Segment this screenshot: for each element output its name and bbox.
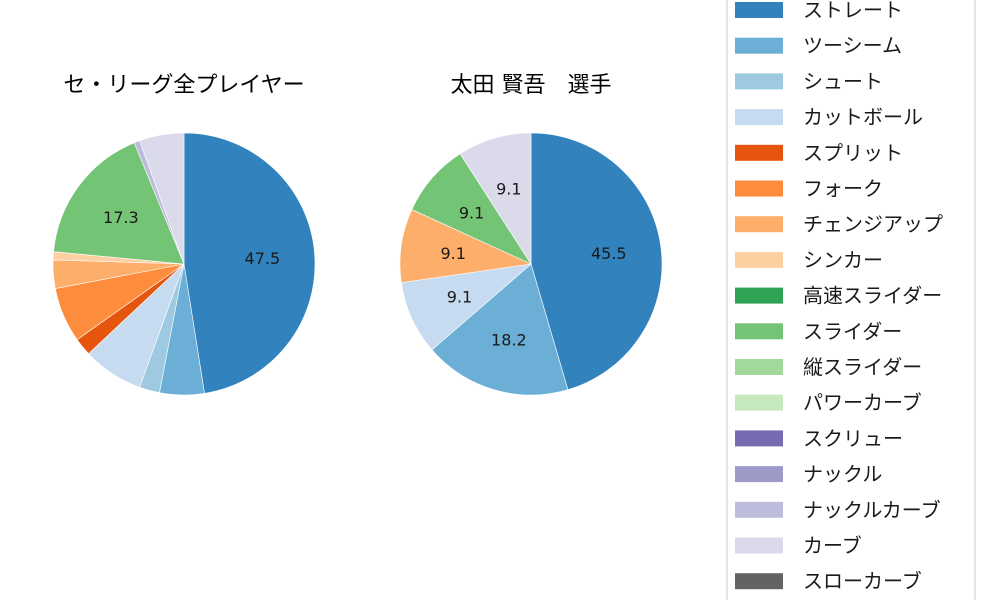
pie-label-league-0: 47.5 bbox=[245, 249, 281, 268]
legend-swatch-6 bbox=[735, 216, 783, 233]
legend-swatch-13 bbox=[735, 466, 783, 483]
pie-slice-player-1 bbox=[431, 263, 569, 396]
legend-swatch-1 bbox=[735, 37, 783, 54]
legend-swatch-7 bbox=[735, 251, 783, 268]
legend-label-12: スクリュー bbox=[803, 426, 903, 450]
pie-labels-league: 47.5 17.3 bbox=[103, 208, 280, 268]
legend-swatch-2 bbox=[735, 73, 783, 90]
pie-label-player-0: 45.5 bbox=[591, 244, 627, 263]
pie-label-player-9: 9.1 bbox=[459, 204, 484, 223]
legend-label-5: フォーク bbox=[803, 177, 883, 201]
legend-label-4: スプリット bbox=[803, 141, 903, 165]
legend-label-10: 縦スライダー bbox=[803, 355, 922, 379]
pie-slices-player bbox=[399, 132, 663, 396]
legend-swatch-0 bbox=[735, 2, 783, 18]
legend-swatch-8 bbox=[735, 287, 783, 304]
pie-chart-player: 太田 賢吾 選手 45.5 18.2 9.1 9.1 9.1 9.1 bbox=[399, 73, 663, 396]
pie-title-league: セ・リーグ全プレイヤー bbox=[63, 73, 304, 98]
legend-label-6: チェンジアップ bbox=[803, 212, 943, 236]
legend-label-8: 高速スライダー bbox=[803, 284, 942, 308]
legend-label-7: シンカー bbox=[803, 248, 883, 272]
pie-slice-league-9 bbox=[53, 142, 185, 265]
legend-swatch-4 bbox=[735, 144, 783, 161]
legend-label-1: ツーシーム bbox=[803, 34, 902, 58]
legend-label-2: シュート bbox=[803, 69, 883, 93]
legend-label-13: ナックル bbox=[803, 462, 882, 486]
pie-labels-player: 45.5 18.2 9.1 9.1 9.1 9.1 bbox=[440, 180, 626, 350]
legend-label-0: ストレート bbox=[803, 0, 903, 22]
pie-slice-league-15 bbox=[139, 132, 185, 265]
legend-swatch-12 bbox=[735, 430, 783, 447]
legend: ストレートツーシームシュートカットボールスプリットフォークチェンジアップシンカー… bbox=[726, 0, 976, 600]
legend-label-11: パワーカーブ bbox=[803, 391, 922, 415]
legend-swatch-10 bbox=[735, 359, 783, 375]
legend-label-16: スローカーブ bbox=[803, 569, 922, 593]
legend-items: ストレートツーシームシュートカットボールスプリットフォークチェンジアップシンカー… bbox=[735, 0, 943, 593]
pie-slices-league bbox=[52, 132, 316, 396]
pie-slice-player-0 bbox=[530, 132, 663, 391]
pie-label-player-6: 9.1 bbox=[440, 244, 465, 263]
legend-label-14: ナックルカーブ bbox=[803, 498, 941, 522]
legend-frame bbox=[726, 0, 976, 600]
pie-label-player-3: 9.1 bbox=[447, 288, 472, 307]
pie-label-player-15: 9.1 bbox=[496, 180, 521, 199]
legend-label-3: カットボール bbox=[803, 105, 923, 129]
legend-swatch-5 bbox=[735, 180, 783, 197]
legend-swatch-3 bbox=[735, 109, 783, 126]
legend-swatch-11 bbox=[735, 394, 783, 411]
pie-chart-league: セ・リーグ全プレイヤー 47.5 17.3 bbox=[52, 73, 316, 396]
pie-label-player-1: 18.2 bbox=[491, 330, 527, 349]
legend-label-15: カーブ bbox=[803, 534, 862, 558]
legend-swatch-14 bbox=[735, 501, 783, 518]
pie-slice-league-0 bbox=[183, 132, 316, 394]
legend-swatch-9 bbox=[735, 323, 783, 340]
pie-title-player: 太田 賢吾 選手 bbox=[451, 73, 612, 98]
legend-swatch-16 bbox=[735, 573, 783, 590]
pie-slice-player-15 bbox=[459, 132, 532, 266]
legend-swatch-15 bbox=[735, 537, 783, 554]
pie-label-league-9: 17.3 bbox=[103, 208, 139, 227]
legend-label-9: スライダー bbox=[803, 319, 902, 343]
